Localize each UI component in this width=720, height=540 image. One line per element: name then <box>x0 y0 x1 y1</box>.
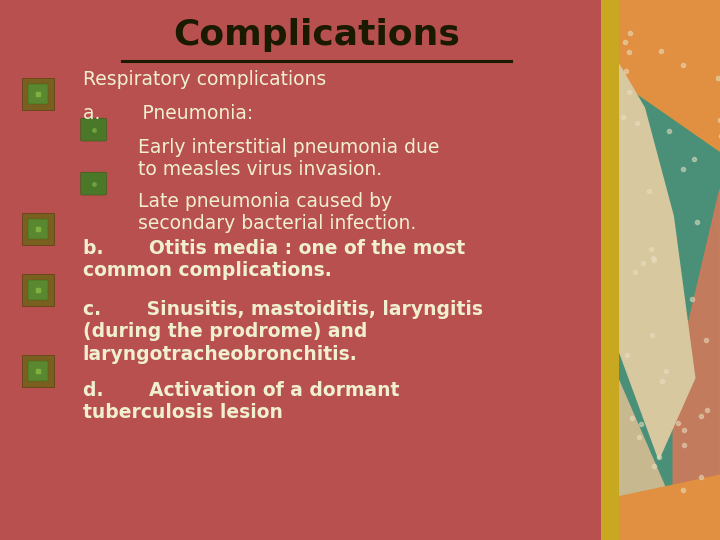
FancyBboxPatch shape <box>81 172 107 195</box>
FancyBboxPatch shape <box>81 118 107 141</box>
FancyBboxPatch shape <box>28 361 48 381</box>
Polygon shape <box>619 0 720 151</box>
Polygon shape <box>619 27 720 540</box>
FancyBboxPatch shape <box>22 274 54 306</box>
Polygon shape <box>619 475 720 540</box>
FancyBboxPatch shape <box>28 84 48 104</box>
FancyBboxPatch shape <box>28 219 48 239</box>
FancyBboxPatch shape <box>28 280 48 300</box>
Text: a.       Pneumonia:: a. Pneumonia: <box>83 104 253 123</box>
Polygon shape <box>619 65 695 459</box>
FancyBboxPatch shape <box>601 0 619 540</box>
Text: b.       Otitis media : one of the most
common complications.: b. Otitis media : one of the most common… <box>83 239 465 280</box>
Text: Late pneumonia caused by
  secondary bacterial infection.: Late pneumonia caused by secondary bacte… <box>126 192 416 233</box>
Text: d.       Activation of a dormant
tuberculosis lesion: d. Activation of a dormant tuberculosis … <box>83 381 399 422</box>
FancyBboxPatch shape <box>22 355 54 387</box>
Text: Complications: Complications <box>174 18 460 52</box>
FancyBboxPatch shape <box>22 213 54 245</box>
Text: Early interstitial pneumonia due
  to measles virus invasion.: Early interstitial pneumonia due to meas… <box>126 138 439 179</box>
Polygon shape <box>673 189 720 540</box>
FancyBboxPatch shape <box>619 0 720 540</box>
Text: c.       Sinusitis, mastoiditis, laryngitis
(during the prodrome) and
laryngotra: c. Sinusitis, mastoiditis, laryngitis (d… <box>83 300 483 364</box>
FancyBboxPatch shape <box>22 78 54 110</box>
Text: Respiratory complications: Respiratory complications <box>83 70 326 89</box>
